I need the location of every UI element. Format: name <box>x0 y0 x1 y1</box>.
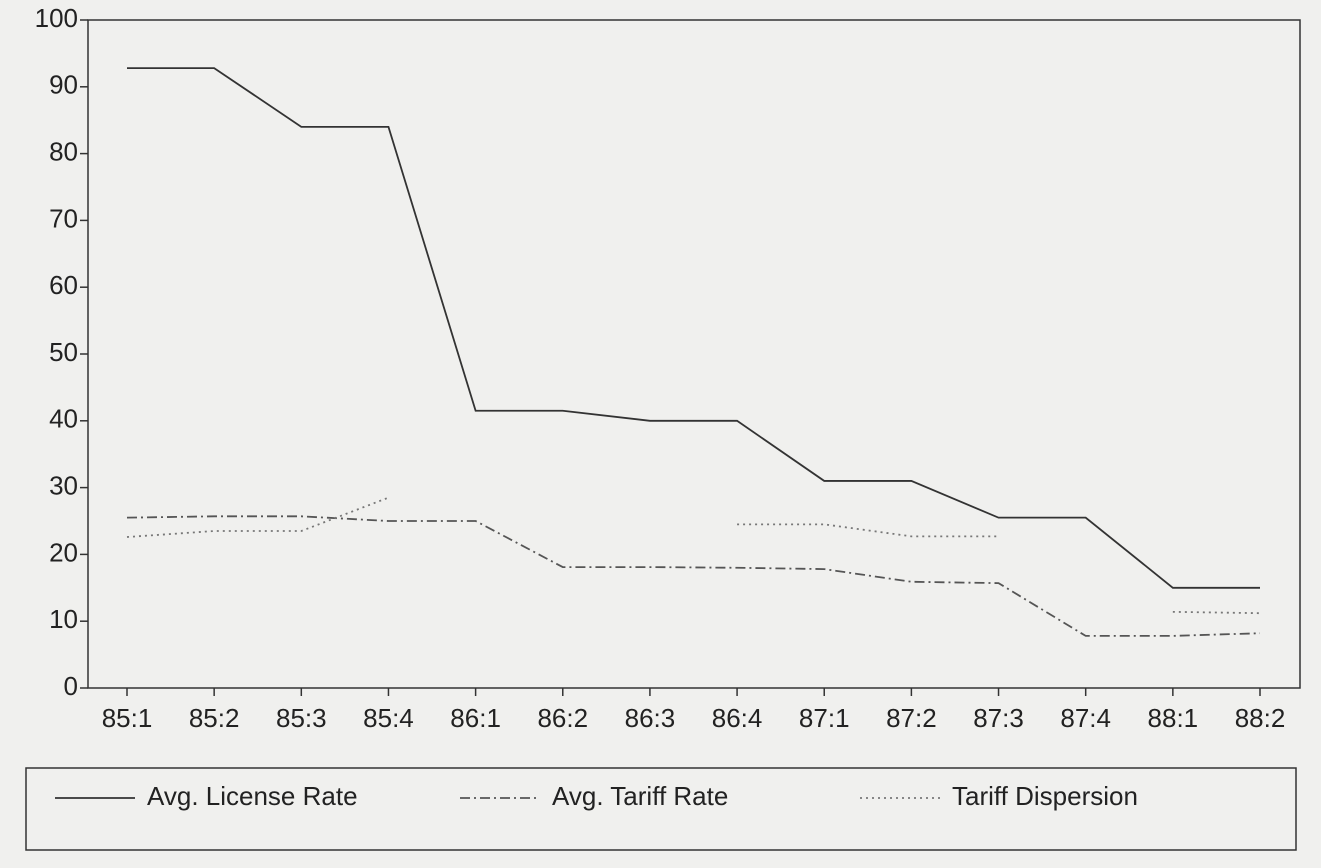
x-tick-label: 86:2 <box>537 703 588 733</box>
y-tick-label: 90 <box>49 70 78 100</box>
x-tick-label: 85:2 <box>189 703 240 733</box>
y-tick-label: 50 <box>49 337 78 367</box>
series-line <box>127 67 1260 589</box>
y-tick-label: 80 <box>49 136 78 166</box>
x-tick-label: 85:4 <box>363 703 414 733</box>
legend-box <box>25 767 1297 851</box>
plot-frame <box>87 19 1301 689</box>
x-tick-label: 85:3 <box>276 703 327 733</box>
y-tick-label: 30 <box>49 470 78 500</box>
x-tick-label: 86:3 <box>625 703 676 733</box>
y-tick-label: 60 <box>49 270 78 300</box>
x-tick-label: 88:2 <box>1235 703 1286 733</box>
x-tick-label: 88:1 <box>1148 703 1199 733</box>
y-tick-label: 100 <box>35 3 78 33</box>
y-tick-label: 0 <box>64 671 78 701</box>
x-tick-label: 87:2 <box>886 703 937 733</box>
x-tick-label: 86:4 <box>712 703 763 733</box>
x-tick-label: 87:3 <box>973 703 1024 733</box>
legend-label: Avg. License Rate <box>147 781 358 811</box>
series-line <box>126 515 1261 637</box>
y-tick-label: 10 <box>49 604 78 634</box>
legend-label: Tariff Dispersion <box>952 781 1138 811</box>
x-tick-label: 86:1 <box>450 703 501 733</box>
x-tick-label: 87:1 <box>799 703 850 733</box>
y-tick-label: 40 <box>49 404 78 434</box>
x-tick-label: 85:1 <box>102 703 153 733</box>
y-tick-label: 70 <box>49 203 78 233</box>
x-tick-label: 87:4 <box>1060 703 1111 733</box>
series-line <box>126 496 1261 615</box>
legend-label: Avg. Tariff Rate <box>552 781 728 811</box>
y-tick-label: 20 <box>49 537 78 567</box>
